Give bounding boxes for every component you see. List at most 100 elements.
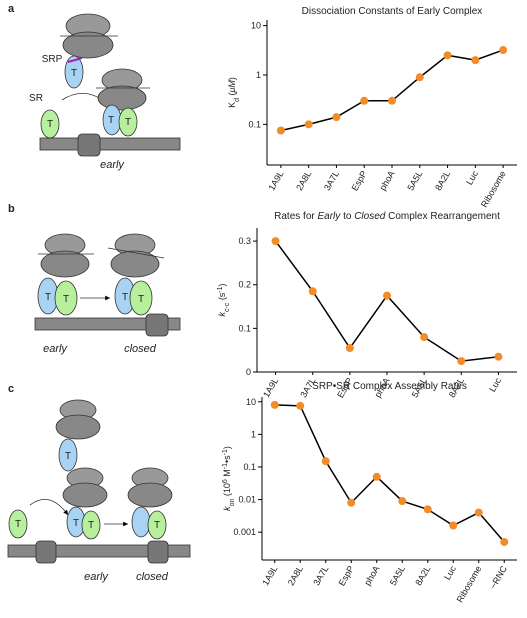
diagram-label: T [88, 520, 94, 531]
ribosome [110, 250, 160, 278]
y-tick-label: 0.2 [238, 280, 251, 290]
chart-title: Dissociation Constants of Early Complex [302, 6, 483, 17]
y-tick-label: 1 [256, 70, 261, 80]
label-part: k [222, 506, 232, 511]
diagram-label: T [108, 115, 114, 126]
label-part: (10 [222, 483, 232, 499]
x-tick-label: 8A2L [413, 564, 432, 587]
label-part: M [222, 469, 232, 479]
srp [131, 506, 151, 538]
diagram-label: T [138, 294, 144, 305]
label-part: c-c [224, 302, 231, 312]
panel-label: b [8, 203, 15, 215]
label-part: 6 [222, 479, 229, 483]
chart-title: Rates for Early to Closed Complex Rearra… [274, 211, 500, 222]
sr [54, 280, 78, 316]
data-point [457, 357, 466, 366]
x-tick-label: EspP [337, 564, 356, 588]
data-point [398, 497, 407, 506]
data-point [345, 344, 354, 352]
y-axis-label: Kd (μM) [227, 77, 241, 108]
data-point [471, 56, 480, 65]
sr [129, 280, 153, 316]
x-tick-label: 2A8L [286, 564, 305, 587]
label-part: Complex Rearrangement [385, 211, 500, 222]
membrane [34, 317, 181, 331]
diagram-label: T [71, 68, 77, 79]
y-tick-label: 0.001 [233, 527, 256, 537]
y-axis-label: kon (106 M-1•s-1) [222, 446, 236, 511]
diagram-label: early [100, 159, 125, 171]
y-tick-label: 10 [251, 21, 261, 31]
x-tick-label: phoA [362, 564, 381, 587]
diagram-label: closed [124, 343, 157, 355]
label-part: -1 [222, 463, 229, 469]
diagram-label: T [154, 520, 160, 531]
x-tick-label: 5A5L [388, 564, 407, 587]
signal [67, 57, 83, 63]
data-point [383, 291, 391, 300]
data-point [443, 51, 452, 60]
srp [58, 438, 78, 472]
y-tick-label: 0.3 [238, 236, 251, 246]
membrane [39, 137, 181, 151]
y-tick-label: 1 [251, 429, 256, 439]
x-tick-label: 1A9L [261, 376, 280, 399]
x-tick-label: Luc [487, 376, 503, 394]
y-tick-label: 0.1 [248, 119, 261, 129]
label-part: (s [217, 292, 227, 302]
diagram-label: T [15, 519, 21, 530]
x-tick-label: Ribosome [455, 564, 484, 604]
label-part: Closed [354, 211, 386, 222]
data-point [420, 333, 429, 342]
x-tick-label: 5A5L [405, 169, 424, 192]
label-part: ) [222, 446, 232, 449]
x-tick-label: Luc [464, 169, 480, 187]
ribosome [55, 414, 101, 440]
data-point [321, 457, 330, 466]
data-point [388, 96, 396, 105]
data-point [270, 400, 279, 409]
data-point [415, 73, 424, 82]
data-point [308, 287, 317, 296]
data-point [499, 46, 508, 55]
ribosome [97, 85, 147, 111]
diagram-label: early [84, 571, 109, 583]
diagram-label: T [125, 117, 131, 128]
label-part: ) [217, 283, 227, 286]
label-part: d [234, 98, 241, 102]
data-point [500, 537, 509, 546]
label-part: •s [222, 455, 232, 463]
y-tick-label: 0 [246, 367, 251, 377]
y-tick-label: 0.01 [238, 495, 256, 505]
label-part: K [227, 102, 237, 108]
diagram-label: T [63, 294, 69, 305]
chart-title: SRP•SR Complex Assembly Rates [312, 381, 467, 392]
diagram-label: early [43, 343, 68, 355]
data-point [423, 505, 432, 514]
diagram-label: T [65, 451, 71, 462]
y-tick-label: 0.1 [243, 462, 256, 472]
x-tick-label: Ribosome [479, 169, 508, 209]
label-part: on [229, 499, 236, 507]
diagram-label: T [122, 292, 128, 303]
data-point [372, 472, 381, 481]
y-tick-label: 0.1 [238, 323, 251, 333]
label-part: ) [227, 77, 237, 80]
x-tick-label: phoA [378, 169, 397, 192]
channel [35, 540, 57, 564]
diagram-label: T [47, 119, 53, 130]
label-part: Rates for [274, 211, 317, 222]
x-tick-label: Luc [442, 564, 458, 582]
data-point [304, 120, 313, 129]
data-point [296, 401, 305, 410]
data-point [271, 237, 280, 246]
diagram-label: T [45, 292, 51, 303]
sr [8, 509, 28, 539]
srp [64, 55, 84, 89]
diagram-label: closed [136, 571, 169, 583]
data-point [332, 113, 341, 122]
y-axis-label: kc-c (s-1) [217, 283, 231, 316]
x-tick-label: 8A2L [433, 169, 452, 192]
